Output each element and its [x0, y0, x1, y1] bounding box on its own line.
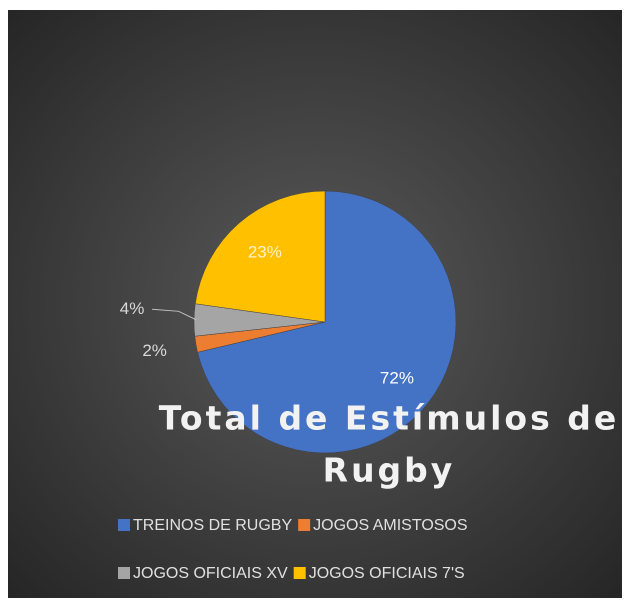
data-label: 4% [120, 299, 145, 318]
leader-line [152, 308, 197, 321]
chart-title: Total de Estímulos de [159, 399, 619, 438]
legend-label: JOGOS OFICIAIS XV [133, 565, 288, 582]
legend-swatch [118, 519, 130, 531]
legend-label: JOGOS AMISTOSOS [313, 517, 467, 534]
data-label: 72% [380, 368, 414, 387]
pie-slice [197, 190, 457, 454]
chart-title-line: Rugby [323, 451, 456, 490]
legend-swatch [298, 519, 311, 531]
legend-swatch [293, 567, 306, 579]
legend-label: TREINOS DE RUGBY [133, 517, 292, 534]
data-label: 2% [142, 341, 167, 360]
legend: TREINOS DE RUGBY JOGOS AMISTOSOS JOGOS OFI… [118, 517, 468, 582]
legend-swatch [118, 567, 130, 579]
pie: 72% 2% 4% 23% [120, 190, 457, 454]
data-label: 23% [248, 242, 282, 261]
legend-label: JOGOS OFICIAIS 7'S [309, 565, 465, 582]
pie-slice [194, 190, 326, 323]
